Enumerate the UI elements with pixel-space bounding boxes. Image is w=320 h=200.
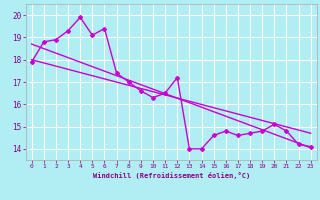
X-axis label: Windchill (Refroidissement éolien,°C): Windchill (Refroidissement éolien,°C) — [92, 172, 250, 179]
